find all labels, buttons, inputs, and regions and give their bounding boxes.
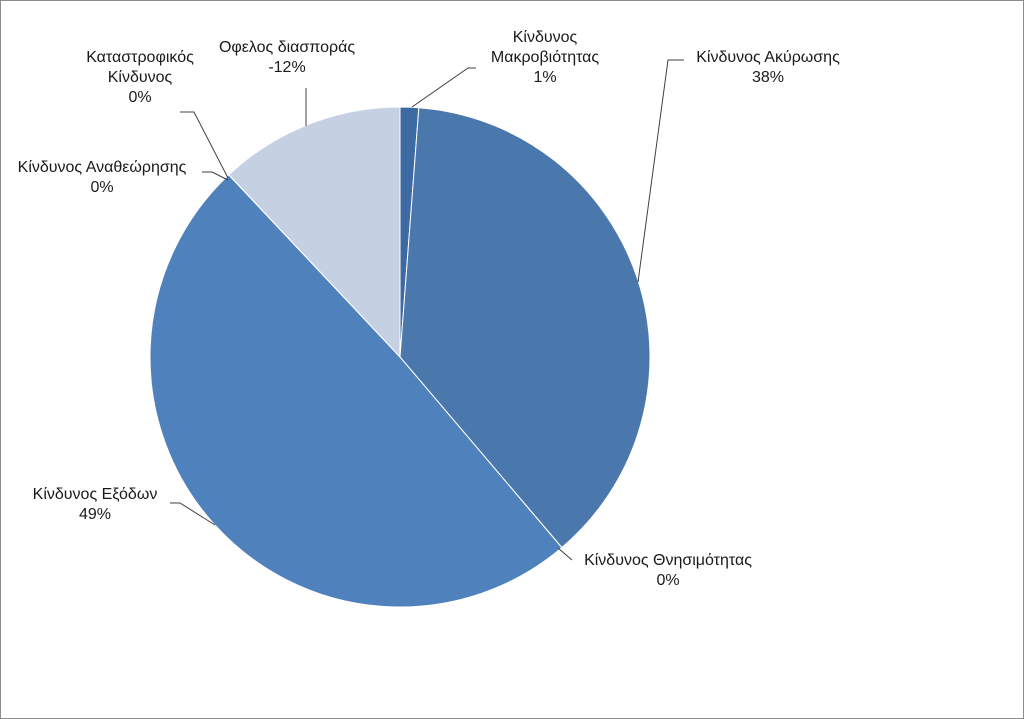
pie-slice [228, 106, 401, 359]
leader-line [557, 547, 573, 561]
slice-percent-label: 1% [533, 69, 556, 86]
slice-percent-label: -12% [268, 59, 305, 76]
slice-category-label: Κίνδυνος Εξόδων [33, 486, 158, 503]
leader-line [411, 67, 476, 108]
leader-line [637, 59, 684, 283]
slice-category-label: Μακροβιότητας [491, 49, 600, 66]
slice-percent-label: 49% [79, 506, 111, 523]
slice-category-label: Κίνδυνος Θνησιμότητας [584, 552, 752, 569]
slice-category-label: Κίνδυνος Ακύρωσης [696, 49, 840, 66]
leader-line [180, 111, 229, 179]
slice-category-label: Οφελος διασποράς [219, 39, 355, 56]
slice-category-label: Κίνδυνος [513, 29, 578, 46]
slice-category-label: Κίνδυνος [108, 69, 173, 86]
slice-category-label: Κίνδυνος Αναθεώρησης [18, 159, 187, 176]
slice-percent-label: 0% [90, 179, 113, 196]
slice-category-label: Καταστροφικός [86, 49, 194, 66]
pie-slice [399, 107, 651, 549]
slice-percent-label: 0% [128, 89, 151, 106]
slice-percent-label: 0% [656, 572, 679, 589]
leader-line [170, 502, 216, 526]
leader-line [202, 171, 229, 181]
pie-slice [149, 174, 563, 608]
slice-percent-label: 38% [752, 69, 784, 86]
